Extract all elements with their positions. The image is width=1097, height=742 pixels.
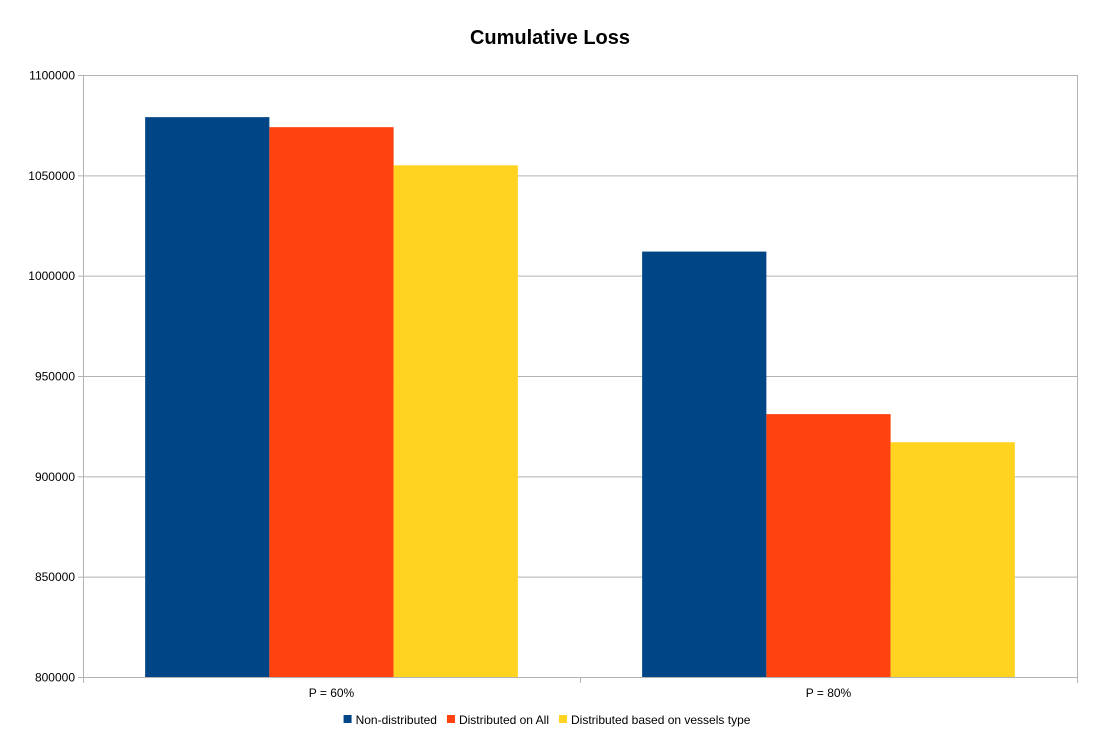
legend-label: Non-distributed (356, 713, 437, 727)
legend-swatch (558, 715, 567, 723)
legend-swatch (343, 715, 352, 723)
bar (269, 127, 394, 677)
legend-label: Distributed based on vessels type (571, 713, 751, 727)
y-tick-label: 800000 (35, 671, 75, 685)
bar (393, 165, 518, 678)
y-tick-label: 900000 (35, 470, 75, 484)
bar (145, 117, 270, 677)
chart-title: Cumulative Loss (470, 27, 630, 49)
legend-label: Distributed on All (459, 713, 549, 727)
bars (145, 117, 1015, 678)
x-axis: P = 60% P = 80% (309, 677, 852, 700)
x-tick-label: P = 60% (309, 686, 355, 700)
y-tick-label: 1050000 (28, 169, 75, 183)
legend-swatch (446, 715, 455, 723)
y-tick-label: 1100000 (29, 69, 75, 83)
bar (890, 442, 1015, 677)
y-axis: 800000 850000 900000 950000 1000000 1050000 11… (28, 69, 83, 685)
bar (766, 414, 891, 677)
x-tick-label: P = 80% (806, 686, 852, 700)
y-tick-label: 1000000 (28, 269, 75, 283)
y-tick-label: 850000 (35, 570, 75, 584)
bar (642, 251, 767, 677)
y-tick-label: 950000 (35, 370, 75, 384)
legend: Non-distributed Distributed on All Distrib… (343, 713, 751, 727)
